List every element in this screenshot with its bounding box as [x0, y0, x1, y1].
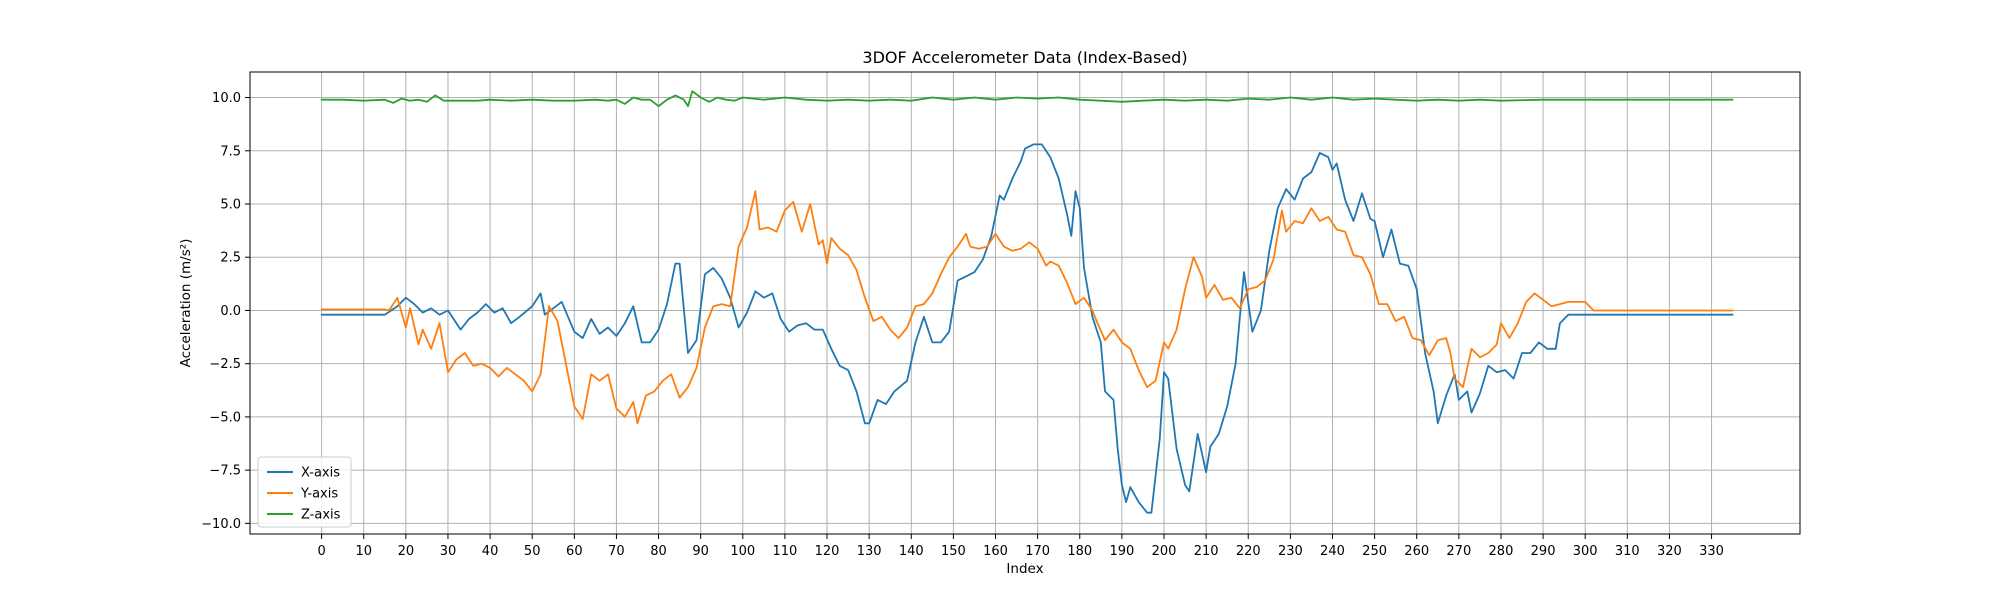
y-tick-label: 2.5 — [220, 251, 241, 266]
x-tick-label: 70 — [608, 544, 625, 559]
ticks: 0 10 20 30 40 50 60 70 80 90 100 110 120 130 140 150 160… — [201, 91, 1724, 559]
x-tick-label: 140 — [899, 544, 924, 559]
x-tick-label: 20 — [398, 544, 415, 559]
x-tick-label: 0 — [317, 544, 325, 559]
legend-label: Z-axis — [301, 508, 341, 523]
x-tick-label: 200 — [1152, 544, 1177, 559]
x-tick-label: 60 — [566, 544, 583, 559]
x-tick-label: 120 — [815, 544, 840, 559]
legend-label: Y-axis — [300, 487, 338, 502]
x-tick-label: 100 — [730, 544, 755, 559]
y-tick-label: −10.0 — [201, 517, 241, 532]
x-tick-label: 260 — [1404, 544, 1429, 559]
x-tick-label: 330 — [1699, 544, 1724, 559]
x-tick-label: 310 — [1615, 544, 1640, 559]
y-tick-label: 5.0 — [220, 198, 241, 213]
plot-frame — [249, 71, 1801, 535]
x-tick-label: 160 — [983, 544, 1008, 559]
y-axis-label: Acceleration (m/s²) — [178, 239, 194, 368]
y-tick-label: 10.0 — [212, 91, 241, 106]
y-tick-label: −2.5 — [209, 357, 241, 372]
x-tick-label: 190 — [1109, 544, 1134, 559]
x-tick-label: 10 — [355, 544, 372, 559]
x-tick-label: 170 — [1025, 544, 1050, 559]
x-axis-label: Index — [1006, 561, 1043, 577]
series-lines — [320, 90, 1734, 514]
y-tick-label: −5.0 — [209, 410, 241, 425]
legend: X-axis Y-axis Z-axis — [257, 456, 352, 528]
series-line-z-axis — [320, 90, 1734, 107]
x-tick-label: 90 — [692, 544, 709, 559]
x-tick-label: 180 — [1067, 544, 1092, 559]
series-line-y-axis — [320, 190, 1734, 425]
chart-title: 3DOF Accelerometer Data (Index-Based) — [862, 48, 1187, 67]
x-tick-label: 30 — [440, 544, 457, 559]
x-tick-label: 50 — [524, 544, 541, 559]
y-tick-label: −7.5 — [209, 464, 241, 479]
x-tick-label: 240 — [1320, 544, 1345, 559]
x-tick-label: 300 — [1573, 544, 1598, 559]
x-tick-label: 130 — [857, 544, 882, 559]
x-tick-label: 150 — [941, 544, 966, 559]
x-tick-label: 210 — [1194, 544, 1219, 559]
x-tick-label: 220 — [1236, 544, 1261, 559]
x-tick-label: 320 — [1657, 544, 1682, 559]
x-tick-label: 110 — [773, 544, 798, 559]
x-tick-label: 230 — [1278, 544, 1303, 559]
x-tick-label: 270 — [1446, 544, 1471, 559]
legend-box — [257, 456, 352, 528]
series-line-x-axis — [320, 143, 1734, 514]
x-tick-label: 40 — [482, 544, 499, 559]
x-tick-label: 280 — [1489, 544, 1514, 559]
x-tick-label: 250 — [1362, 544, 1387, 559]
x-tick-label: 80 — [650, 544, 667, 559]
y-tick-label: 7.5 — [220, 144, 241, 159]
legend-label: X-axis — [301, 466, 340, 481]
x-tick-label: 290 — [1531, 544, 1556, 559]
y-tick-label: 0.0 — [220, 304, 241, 319]
